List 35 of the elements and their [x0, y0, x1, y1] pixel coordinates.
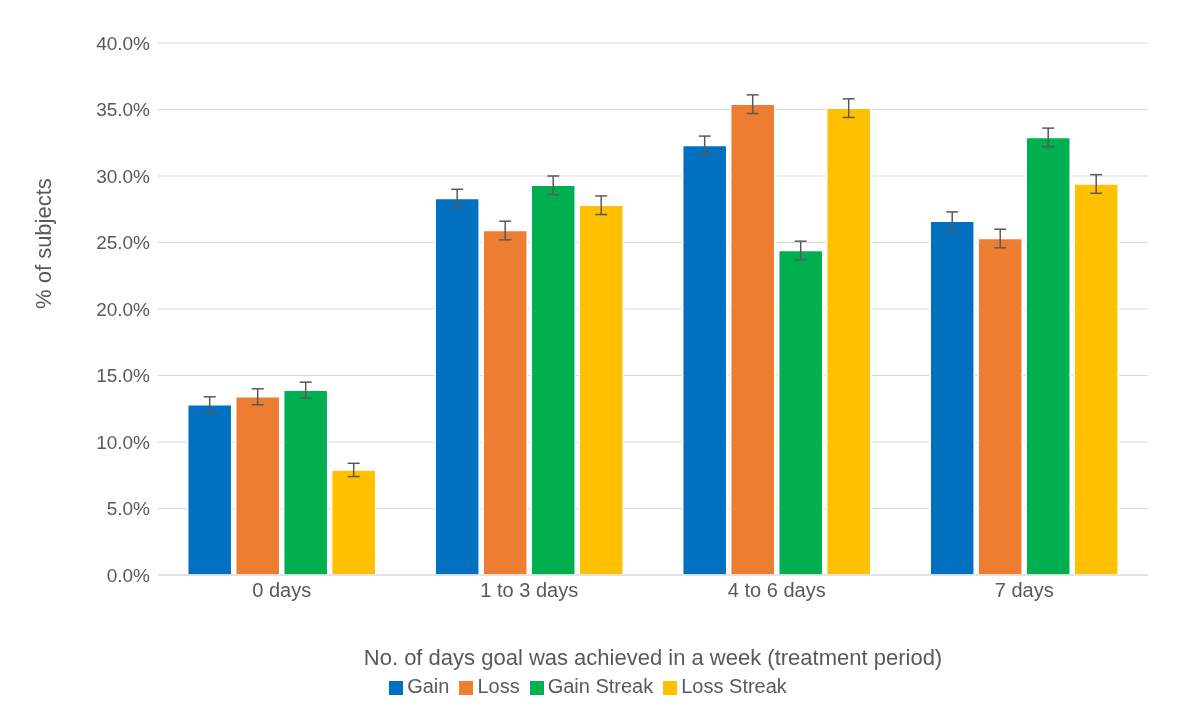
bar	[825, 107, 872, 575]
y-tick-label: 30.0%	[96, 165, 151, 187]
bar	[777, 249, 824, 575]
legend-label: Loss	[477, 675, 520, 697]
y-tick-label: 5.0%	[106, 498, 151, 520]
x-tick-label: 4 to 6 days	[727, 579, 826, 602]
x-tick-label: 0 days	[252, 579, 312, 602]
bar	[1025, 136, 1071, 575]
x-axis-title: No. of days goal was achieved in a week (treatment period)	[363, 645, 943, 670]
y-tick-label: 25.0%	[96, 232, 151, 254]
y-tick-label: 15.0%	[96, 365, 151, 387]
legend-label: Loss Streak	[681, 675, 787, 697]
y-tick-label: 40.0%	[96, 32, 151, 54]
legend-label: Gain Streak	[547, 675, 654, 697]
bar	[282, 389, 329, 575]
bar	[681, 144, 728, 575]
bar	[578, 204, 624, 575]
bar	[1073, 183, 1119, 575]
y-tick-label: 35.0%	[96, 99, 151, 121]
x-tick-label: 7 days	[994, 579, 1054, 602]
bar	[482, 229, 528, 575]
bar	[330, 469, 377, 575]
bar	[977, 237, 1023, 575]
legend-label: Gain	[407, 675, 450, 697]
x-tick-label: 1 to 3 days	[480, 579, 579, 602]
y-tick-label: 0.0%	[106, 564, 151, 586]
y-tick-label: 10.0%	[96, 431, 151, 453]
bar	[434, 197, 480, 575]
y-axis-title: % of subjects	[30, 178, 56, 309]
bar	[186, 404, 233, 575]
bar	[729, 103, 776, 575]
bar	[929, 220, 975, 575]
bar	[234, 396, 281, 575]
y-tick-label: 20.0%	[96, 298, 151, 320]
bar	[530, 184, 576, 575]
